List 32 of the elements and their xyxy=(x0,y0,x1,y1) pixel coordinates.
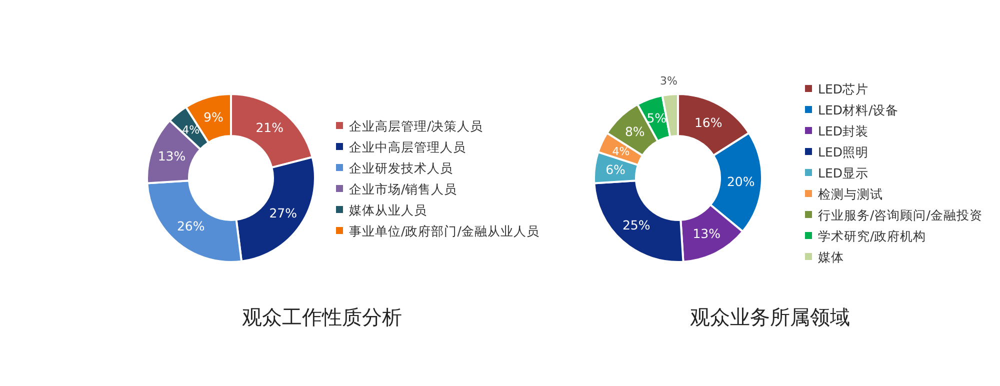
legend-label: 企业中高层管理人员 xyxy=(349,140,466,154)
legend-label: 企业研发技术人员 xyxy=(349,160,453,176)
data-label: 4% xyxy=(182,123,200,136)
data-label: 20% xyxy=(726,174,755,189)
data-label: 25% xyxy=(622,217,650,232)
legend-label: 事业单位/政府部门/金融从业人员 xyxy=(349,224,540,238)
data-label: 5% xyxy=(646,110,667,126)
data-label: 8% xyxy=(624,124,645,140)
data-label: 4% xyxy=(612,145,630,158)
legend-label: 媒体从业人员 xyxy=(349,202,427,218)
legend-label: LED芯片 xyxy=(818,82,868,96)
legend-label: 媒体 xyxy=(818,250,844,264)
data-label: 27% xyxy=(269,205,298,220)
legend-label: 行业服务/咨询顾问/金融投资 xyxy=(818,208,982,222)
legend-label: 检测与测试 xyxy=(818,186,883,202)
legend-label: LED照明 xyxy=(818,144,868,160)
data-label: 26% xyxy=(176,218,205,234)
data-label: 21% xyxy=(256,120,284,136)
legend-label: LED材料/设备 xyxy=(818,102,899,118)
text: 观众业务所属领域 xyxy=(690,305,850,329)
data-label: 16% xyxy=(694,114,722,130)
legend-label: LED显示 xyxy=(818,166,868,180)
data-label: 3% xyxy=(660,74,678,88)
legend-label: 企业高层管理/决策人员 xyxy=(349,118,484,134)
data-label: 13% xyxy=(692,226,721,242)
data-label: 9% xyxy=(204,110,224,124)
legend-label: 学术研究/政府机构 xyxy=(818,228,926,244)
data-label: 13% xyxy=(158,148,186,164)
legend-label: LED封装 xyxy=(818,124,868,138)
data-label: 6% xyxy=(606,162,626,178)
text: 观众工作性质分析 xyxy=(242,305,402,329)
legend-label: 企业市场/销售人员 xyxy=(349,182,458,196)
